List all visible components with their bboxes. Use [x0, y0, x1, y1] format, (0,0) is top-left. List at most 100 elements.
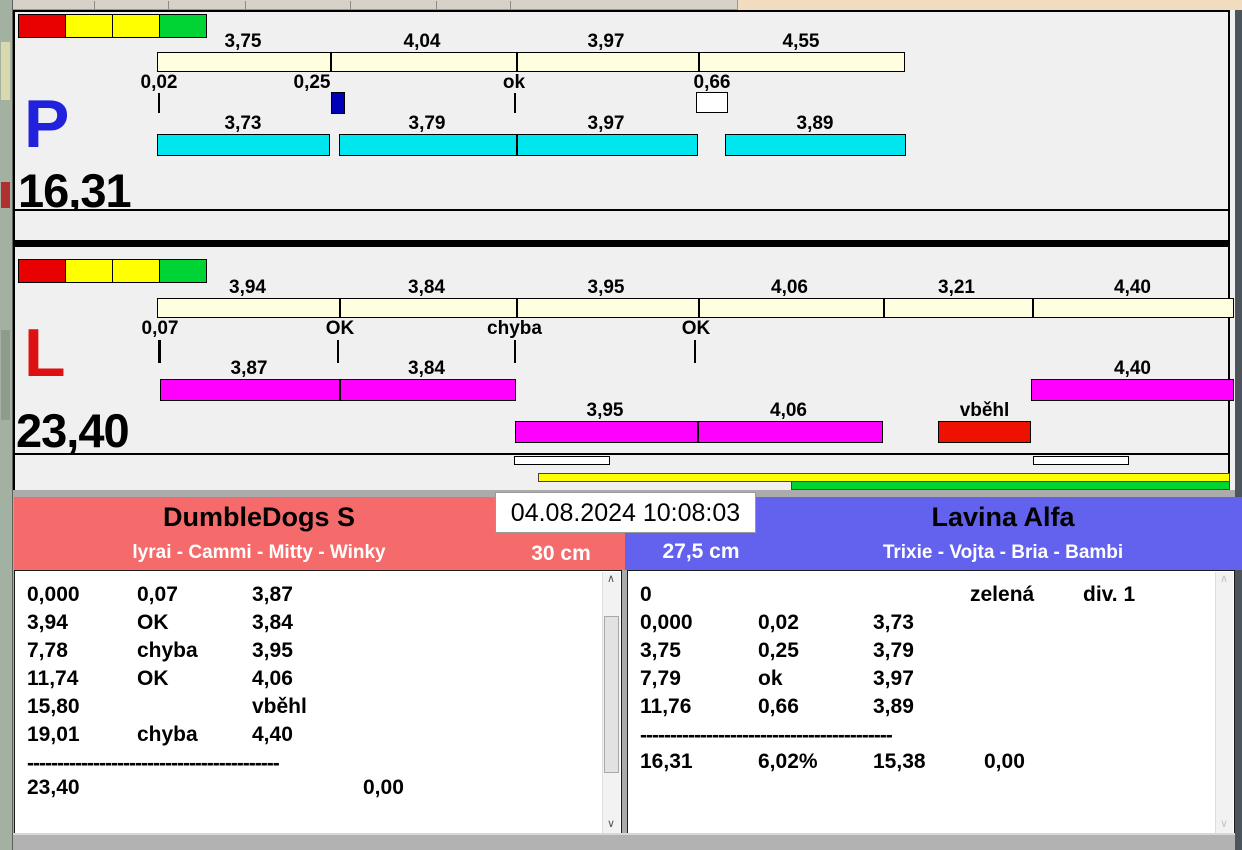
result-cell: 11,76 [640, 695, 691, 719]
background-window-left-strip [0, 0, 13, 850]
top-strip-divider [94, 1, 95, 9]
result-cell: 0,66 [758, 695, 799, 719]
team-left-dogs: lyrai - Cammi - Mitty - Winky [24, 542, 494, 564]
scroll-down-icon: ∨ [1220, 818, 1228, 830]
scroll-up-icon: ∧ [607, 573, 615, 585]
left-strip-speck-yellow [1, 42, 10, 100]
team-left-penalty: 0,00 [363, 776, 404, 800]
scroll-down-button[interactable]: ∨ [603, 817, 619, 833]
dog-bar-divider [339, 379, 341, 401]
dog-time-label: 4,40 [1031, 359, 1234, 378]
split-bar-divider [516, 52, 518, 72]
exchange-mark-label: 0,25 [272, 73, 352, 92]
exchange-mark-label: 0,66 [672, 73, 752, 92]
incident-label: vběhl [938, 401, 1031, 420]
dog-bar-l-1-2 [160, 379, 516, 401]
incident-bar [938, 421, 1031, 443]
exchange-mark-label: ok [474, 73, 554, 92]
result-cell: 0,02 [758, 611, 799, 635]
dog-time-label: 3,73 [157, 114, 329, 133]
split-bar-divider [698, 52, 700, 72]
lane-l-label: L [24, 317, 66, 389]
background-window-top-strip [13, 0, 1242, 10]
dog-bar-p-1 [157, 134, 330, 156]
split-bar-divider [1032, 298, 1034, 318]
result-cell: zelená [970, 583, 1034, 607]
lane-p-spacer [13, 211, 1230, 240]
result-cell: 11,74 [27, 667, 78, 691]
result-cell: 3,95 [252, 639, 293, 663]
top-strip-peach-window [737, 0, 1242, 10]
team-right-scrollbar[interactable]: ∧ ∨ [1215, 572, 1233, 833]
progress-bar-green [791, 481, 1230, 490]
dog-bar-divider [516, 134, 518, 156]
exchange-mark-label: OK [300, 319, 380, 338]
light-yellow-2 [113, 260, 160, 282]
datetime-box: 04.08.2024 10:08:03 [495, 492, 756, 533]
exchange-tick [514, 93, 516, 113]
lane-l-panel: 3,94 3,84 3,95 4,06 3,21 4,40 0,07 OK ch… [13, 247, 1230, 455]
split-time-label: 4,40 [1031, 278, 1234, 297]
split-time-label: 4,04 [329, 32, 515, 51]
result-cell: 4,40 [252, 723, 293, 747]
result-cell: 0,25 [758, 639, 799, 663]
light-red [19, 15, 66, 37]
dog-bar-divider [697, 421, 699, 443]
exchange-marker-white [696, 92, 728, 113]
lane-p-label: P [24, 88, 69, 160]
result-cell: 19,01 [27, 723, 80, 747]
result-cell: 3,79 [873, 639, 914, 663]
background-window-right-strip [1235, 10, 1242, 850]
top-strip-divider [245, 1, 246, 9]
exchange-mark-label: 0,07 [120, 319, 200, 338]
team-right-total: 16,31 [640, 750, 693, 774]
result-cell: 4,06 [252, 667, 293, 691]
split-bar-divider [883, 298, 885, 318]
top-strip-divider [510, 1, 511, 9]
team-right-name: Lavina Alfa [773, 502, 1233, 532]
scroll-up-button[interactable]: ∧ [603, 572, 619, 588]
split-bar-divider [698, 298, 700, 318]
result-cell: 7,79 [640, 667, 681, 691]
exchange-tick [694, 340, 696, 363]
split-bar-p [157, 52, 905, 72]
split-bar-divider [330, 52, 332, 72]
split-time-label: 4,55 [697, 32, 905, 51]
exchange-marker-blue [331, 92, 345, 114]
result-cell: 3,89 [873, 695, 914, 719]
app-canvas: { "datetime": "04.08.2024 10:08:03", "ic… [0, 0, 1242, 850]
split-bar-divider [339, 298, 341, 318]
dog-time-label: 3,97 [515, 114, 697, 133]
scroll-down-button[interactable]: ∨ [1216, 817, 1232, 833]
split-time-label: 3,75 [157, 32, 329, 51]
result-cell: div. 1 [1083, 583, 1135, 607]
dog-time-label: 3,87 [160, 359, 338, 378]
split-time-label: 3,94 [157, 278, 338, 297]
team-left-scrollbar[interactable]: ∧ ∨ [602, 572, 620, 833]
team-right-net-time: 15,38 [873, 750, 926, 774]
dog-time-label: 3,89 [725, 114, 905, 133]
scrollbar-thumb[interactable] [604, 616, 619, 773]
exchange-tick [158, 93, 160, 113]
result-cell: OK [137, 611, 169, 635]
split-time-label: 3,84 [338, 278, 515, 297]
result-cell: 3,75 [640, 639, 681, 663]
bottom-chrome-bar [13, 833, 1235, 850]
scroll-down-icon: ∨ [607, 818, 615, 830]
result-cell: 3,73 [873, 611, 914, 635]
light-yellow-2 [113, 15, 160, 37]
team-left-total: 23,40 [27, 776, 80, 800]
scroll-up-icon: ∧ [1220, 573, 1228, 585]
top-strip-divider [168, 1, 169, 9]
light-red [19, 260, 66, 282]
result-cell: 3,84 [252, 611, 293, 635]
dog-bar-l-6 [1031, 379, 1234, 401]
split-bar-divider [516, 298, 518, 318]
exchange-mark-label: OK [656, 319, 736, 338]
left-strip-speck-red [1, 182, 10, 208]
split-bar-l [157, 298, 1234, 318]
result-cell: 3,94 [27, 611, 68, 635]
results-divider: ----------------------------------------… [27, 752, 279, 776]
scroll-up-button[interactable]: ∧ [1216, 572, 1232, 588]
result-cell: chyba [137, 723, 198, 747]
